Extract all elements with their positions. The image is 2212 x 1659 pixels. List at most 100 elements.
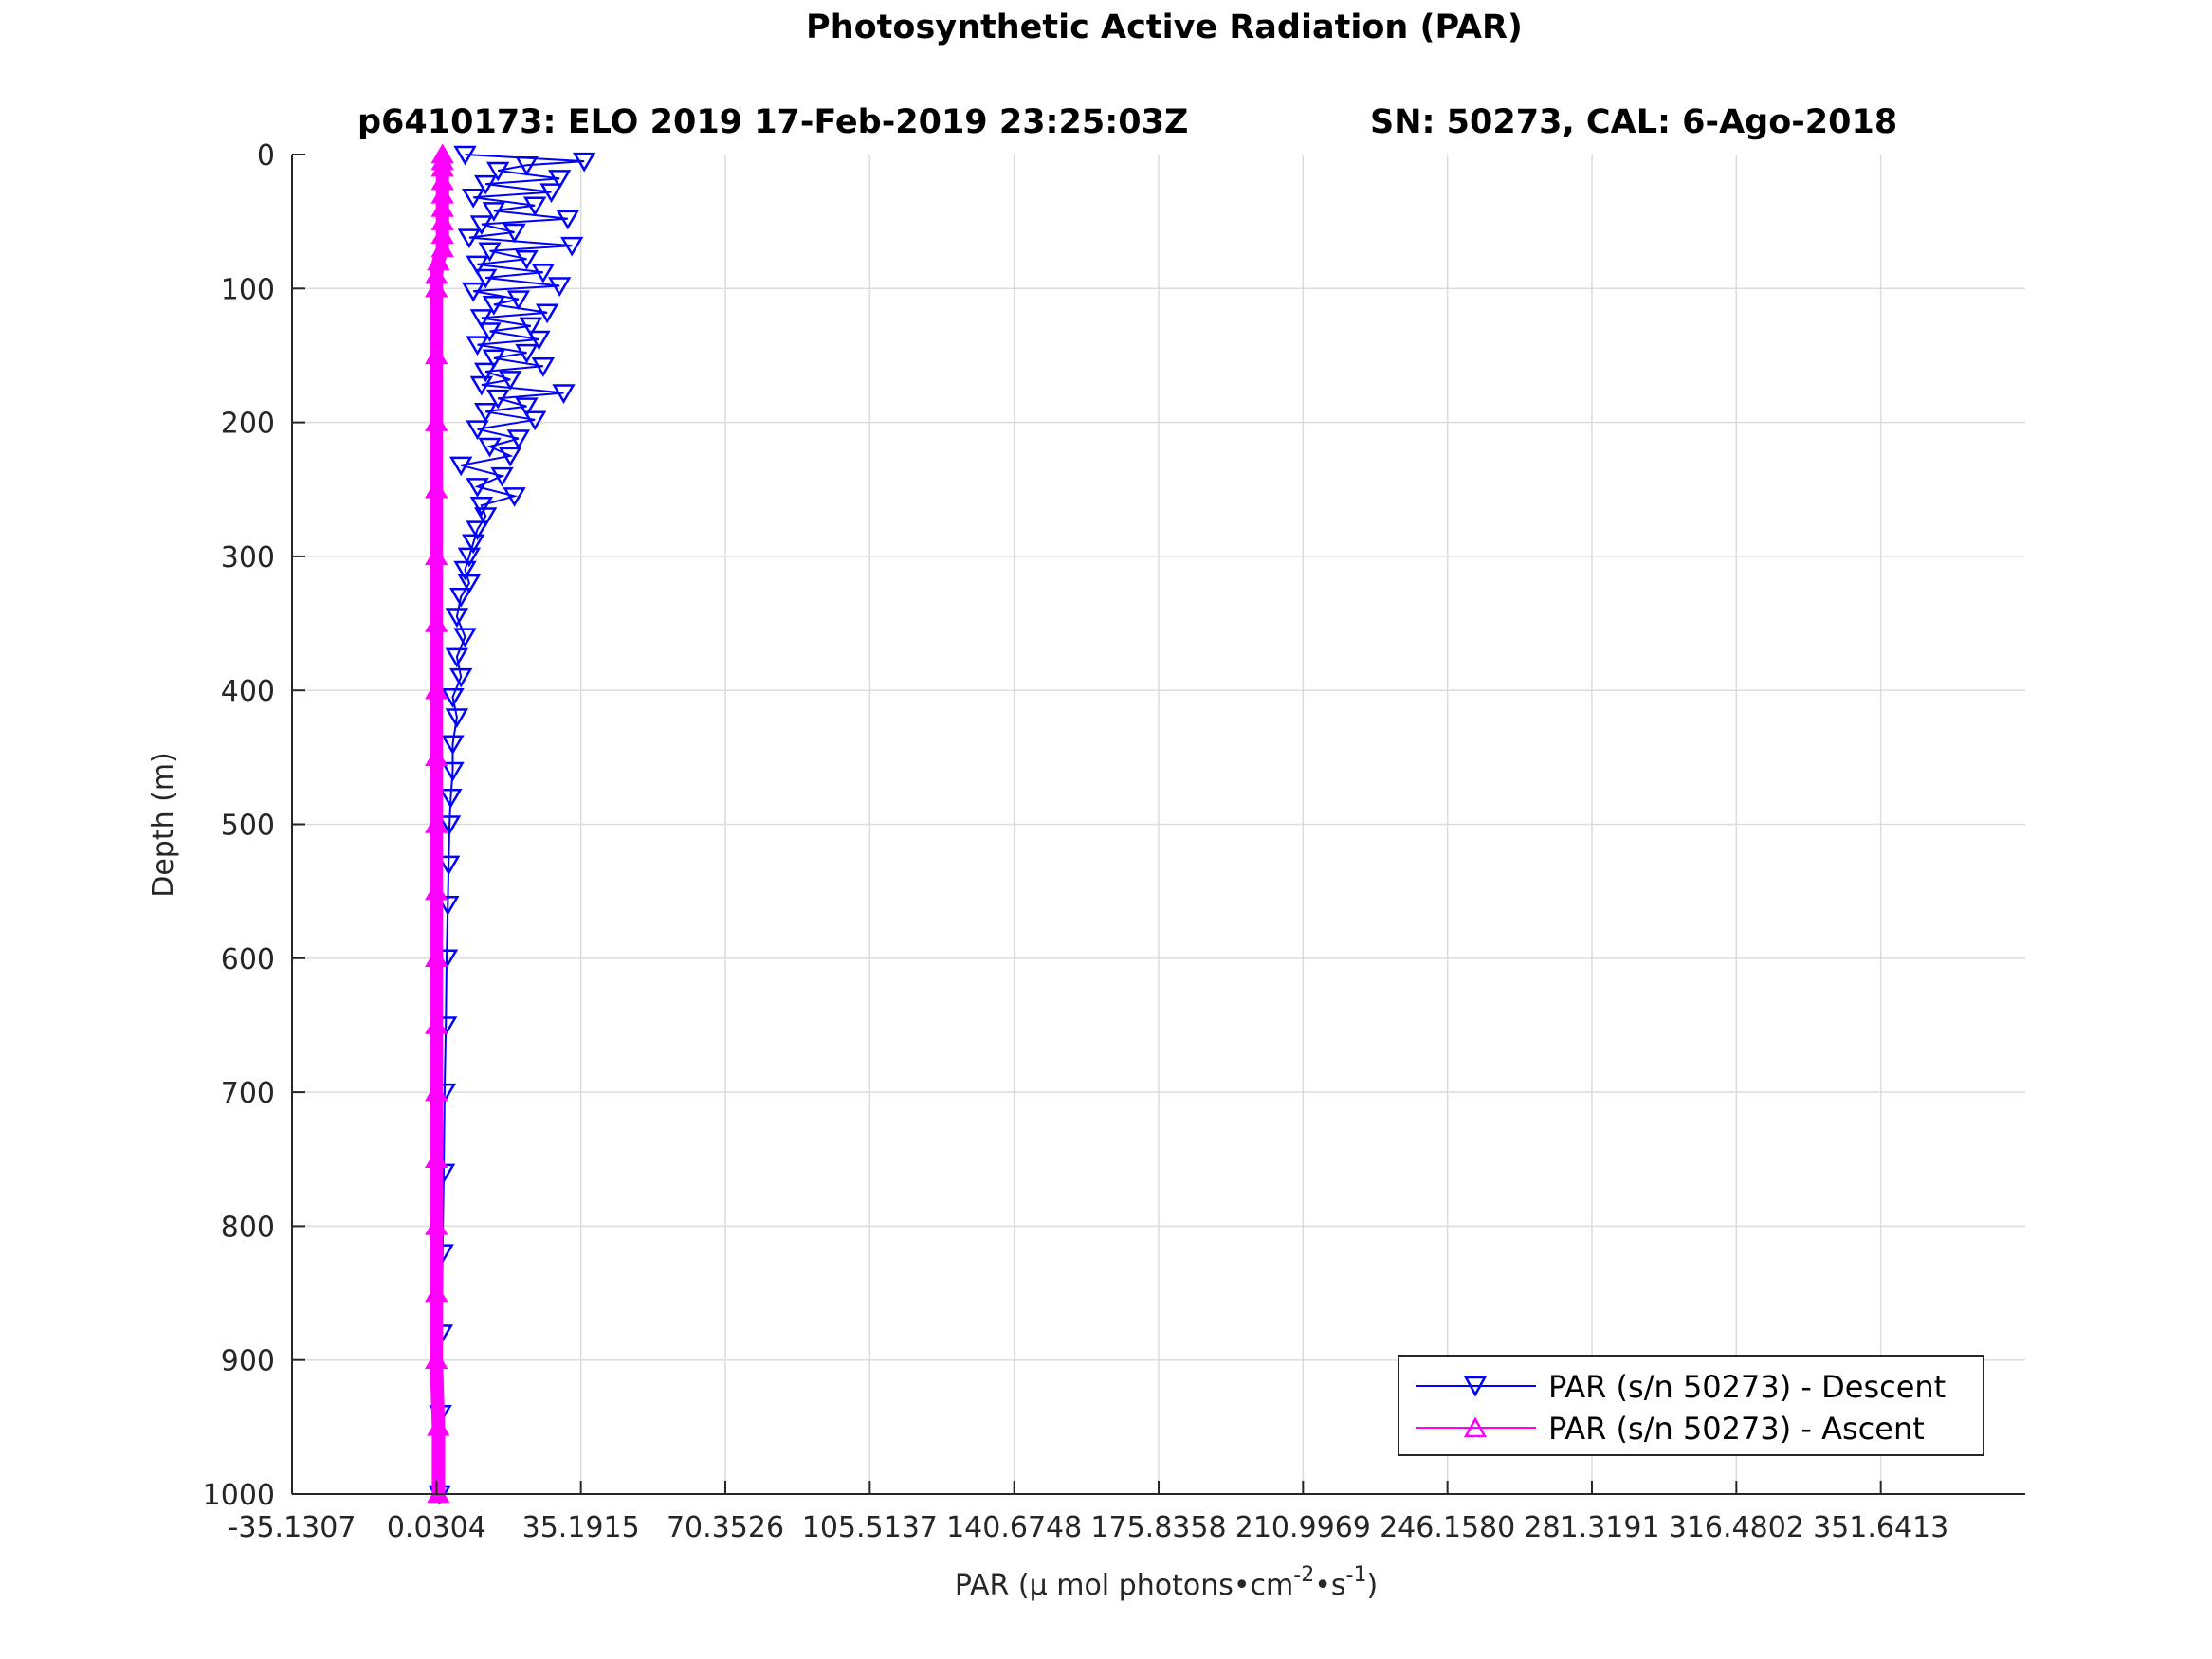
descent-point [469, 215, 494, 235]
descent-point [469, 375, 494, 396]
descent-point [466, 255, 489, 276]
descent-point [474, 268, 498, 289]
chart-subtitle-right: SN: 50273, CAL: 6-Ago-2018 [1370, 103, 1897, 141]
y-tick-label: 900 [221, 1345, 275, 1378]
descent-point [449, 456, 473, 477]
descent-point [478, 242, 502, 263]
x-tick-label: 175.8358 [1090, 1511, 1226, 1544]
descent-point [439, 788, 463, 809]
descent-point [462, 282, 485, 302]
descent-point [556, 210, 580, 230]
x-axis-label-end: ) [1366, 1569, 1378, 1602]
descent-point [539, 183, 563, 204]
ascent-point [425, 1148, 448, 1168]
y-ticks: 0 100 200 300 400 500 600 700 800 900 1000 [203, 139, 305, 1512]
descent-point [466, 478, 489, 498]
ascent-point [430, 237, 454, 258]
descent-point [531, 357, 556, 377]
x-tick-label: 351.6413 [1813, 1511, 1948, 1544]
descent-point [441, 688, 465, 708]
chart-title: Photosynthetic Active Radiation (PAR) [806, 9, 1523, 46]
descent-point [535, 303, 559, 324]
descent-point [547, 277, 572, 297]
descent-point [515, 249, 539, 270]
descent-point [559, 236, 584, 257]
y-tick-label: 0 [257, 139, 275, 173]
x-tick-label: 246.1580 [1380, 1511, 1515, 1544]
descent-point [519, 317, 543, 337]
ascent-point [425, 1013, 448, 1034]
ascent-point [425, 478, 448, 499]
y-tick-label: 600 [221, 943, 275, 976]
descent-point [449, 667, 473, 688]
ascent-point [425, 277, 448, 298]
descent-point [527, 330, 551, 351]
ascent-point [425, 1214, 448, 1235]
ascent-point [425, 679, 448, 700]
legend-ascent-label: PAR (s/n 50273) - Ascent [1548, 1411, 1925, 1447]
x-tick-label: -35.1307 [229, 1511, 356, 1544]
descent-point [499, 371, 522, 391]
descent-point [482, 202, 506, 222]
descent-point [490, 466, 514, 487]
descent-point [474, 362, 498, 383]
legend-descent-marker [1463, 1376, 1488, 1397]
descent-point [474, 174, 498, 195]
y-tick-label: 400 [221, 675, 275, 708]
descent-point [469, 309, 494, 329]
descent-point [552, 384, 576, 404]
legend-ascent-marker [1463, 1416, 1488, 1438]
chart-subtitle-left: p6410173: ELO 2019 17-Feb-2019 23:25:03Z [357, 103, 1188, 141]
legend-descent-label: PAR (s/n 50273) - Descent [1548, 1369, 1946, 1405]
descent-point [466, 336, 489, 356]
x-ticks: -35.1307 0.0304 35.1915 70.3526 105.5137 140.… [229, 1481, 1948, 1544]
y-tick-label: 200 [221, 408, 275, 441]
ascent-point [425, 1081, 448, 1102]
ascent-point [425, 1349, 448, 1369]
series-layer [425, 143, 596, 1505]
descent-point [453, 145, 477, 166]
x-tick-label: 281.3191 [1524, 1511, 1659, 1544]
descent-point [436, 896, 460, 916]
legend-box [1398, 1355, 1984, 1456]
ascent-point [427, 1415, 450, 1436]
x-tick-label: 140.6748 [946, 1511, 1082, 1544]
descent-point [482, 349, 506, 370]
descent-point [457, 574, 482, 594]
y-tick-label: 1000 [203, 1479, 275, 1512]
y-tick-label: 800 [221, 1211, 275, 1244]
x-tick-label: 35.1915 [522, 1511, 640, 1544]
y-tick-label: 700 [221, 1077, 275, 1110]
descent-point [474, 507, 498, 527]
ascent-point [425, 746, 448, 767]
ascent-point [425, 880, 448, 901]
x-tick-label: 105.5137 [802, 1511, 938, 1544]
x-axis-label-sup2: -1 [1346, 1563, 1367, 1587]
descent-point [522, 410, 547, 431]
descent-point [506, 290, 531, 311]
y-tick-label: 500 [221, 810, 275, 843]
descent-point [457, 228, 482, 249]
descent-point [445, 647, 469, 668]
x-tick-label: 210.9969 [1235, 1511, 1371, 1544]
descent-point [503, 223, 526, 244]
legend-entry-descent: PAR (s/n 50273) - Descent [1416, 1369, 1946, 1405]
ascent-point [425, 612, 448, 632]
ascent-point [425, 813, 448, 833]
descent-point [453, 628, 477, 648]
descent-point [441, 735, 465, 756]
descent-point [469, 496, 494, 517]
descent-point [437, 815, 462, 835]
descent-point [503, 487, 526, 507]
ascent-point [425, 344, 448, 365]
descent-point [462, 188, 485, 209]
descent-point [453, 560, 477, 581]
descent-point [515, 156, 539, 176]
descent-point [437, 855, 461, 876]
descent-point [462, 534, 485, 555]
legend-entry-ascent: PAR (s/n 50273) - Ascent [1416, 1411, 1925, 1447]
descent-point [515, 397, 539, 418]
descent-point [441, 761, 465, 782]
descent-point [466, 520, 489, 541]
ascent-point [425, 545, 448, 566]
